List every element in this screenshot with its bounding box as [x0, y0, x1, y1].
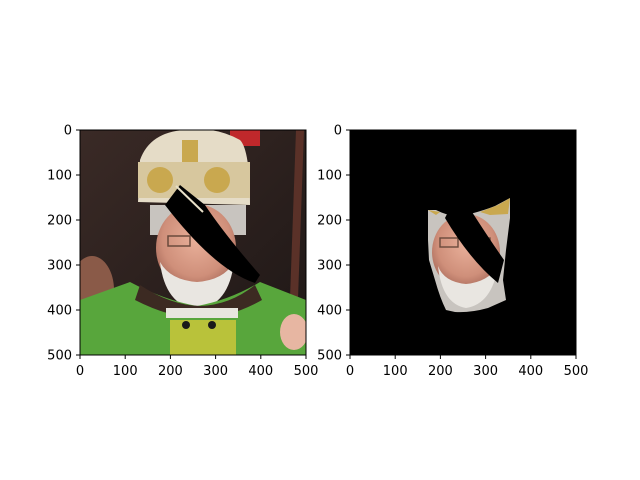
x-tick-label: 200: [428, 364, 453, 379]
y-tick-label: 100: [47, 169, 72, 184]
x-tick-label: 300: [203, 364, 228, 379]
y-tick-label: 200: [47, 214, 72, 229]
y-tick-label: 500: [47, 349, 72, 364]
x-tick-label: 100: [383, 364, 408, 379]
y-tick-label: 300: [317, 259, 342, 274]
x-tick-label: 200: [158, 364, 183, 379]
x-tick-label: 100: [113, 364, 138, 379]
bishop-photo: [80, 130, 306, 355]
segmented-face-axes: 0 100 200 300 400 500 0 100 200 300 400 500: [317, 124, 588, 380]
right-segmented-panel: [349, 129, 577, 356]
y-tick-label: 400: [47, 304, 72, 319]
x-tick-label: 0: [346, 364, 354, 379]
x-tick-label: 0: [76, 364, 84, 379]
x-tick-label: 400: [248, 364, 273, 379]
x-tick-label: 400: [518, 364, 543, 379]
y-tick-label: 500: [317, 349, 342, 364]
y-tick-label: 100: [317, 169, 342, 184]
x-tick-label: 500: [294, 364, 319, 379]
y-tick-label: 400: [317, 304, 342, 319]
y-tick-label: 0: [64, 124, 72, 139]
original-photo-axes: 0 100 200 300 400 500 0 100 200 300 400 500: [47, 124, 318, 380]
y-tick-label: 0: [334, 124, 342, 139]
segmented-face-image: [350, 130, 576, 355]
x-tick-label: 300: [473, 364, 498, 379]
left-photo-panel: [79, 129, 307, 356]
x-tick-label: 500: [564, 364, 589, 379]
y-tick-label: 300: [47, 259, 72, 274]
y-tick-label: 200: [317, 214, 342, 229]
